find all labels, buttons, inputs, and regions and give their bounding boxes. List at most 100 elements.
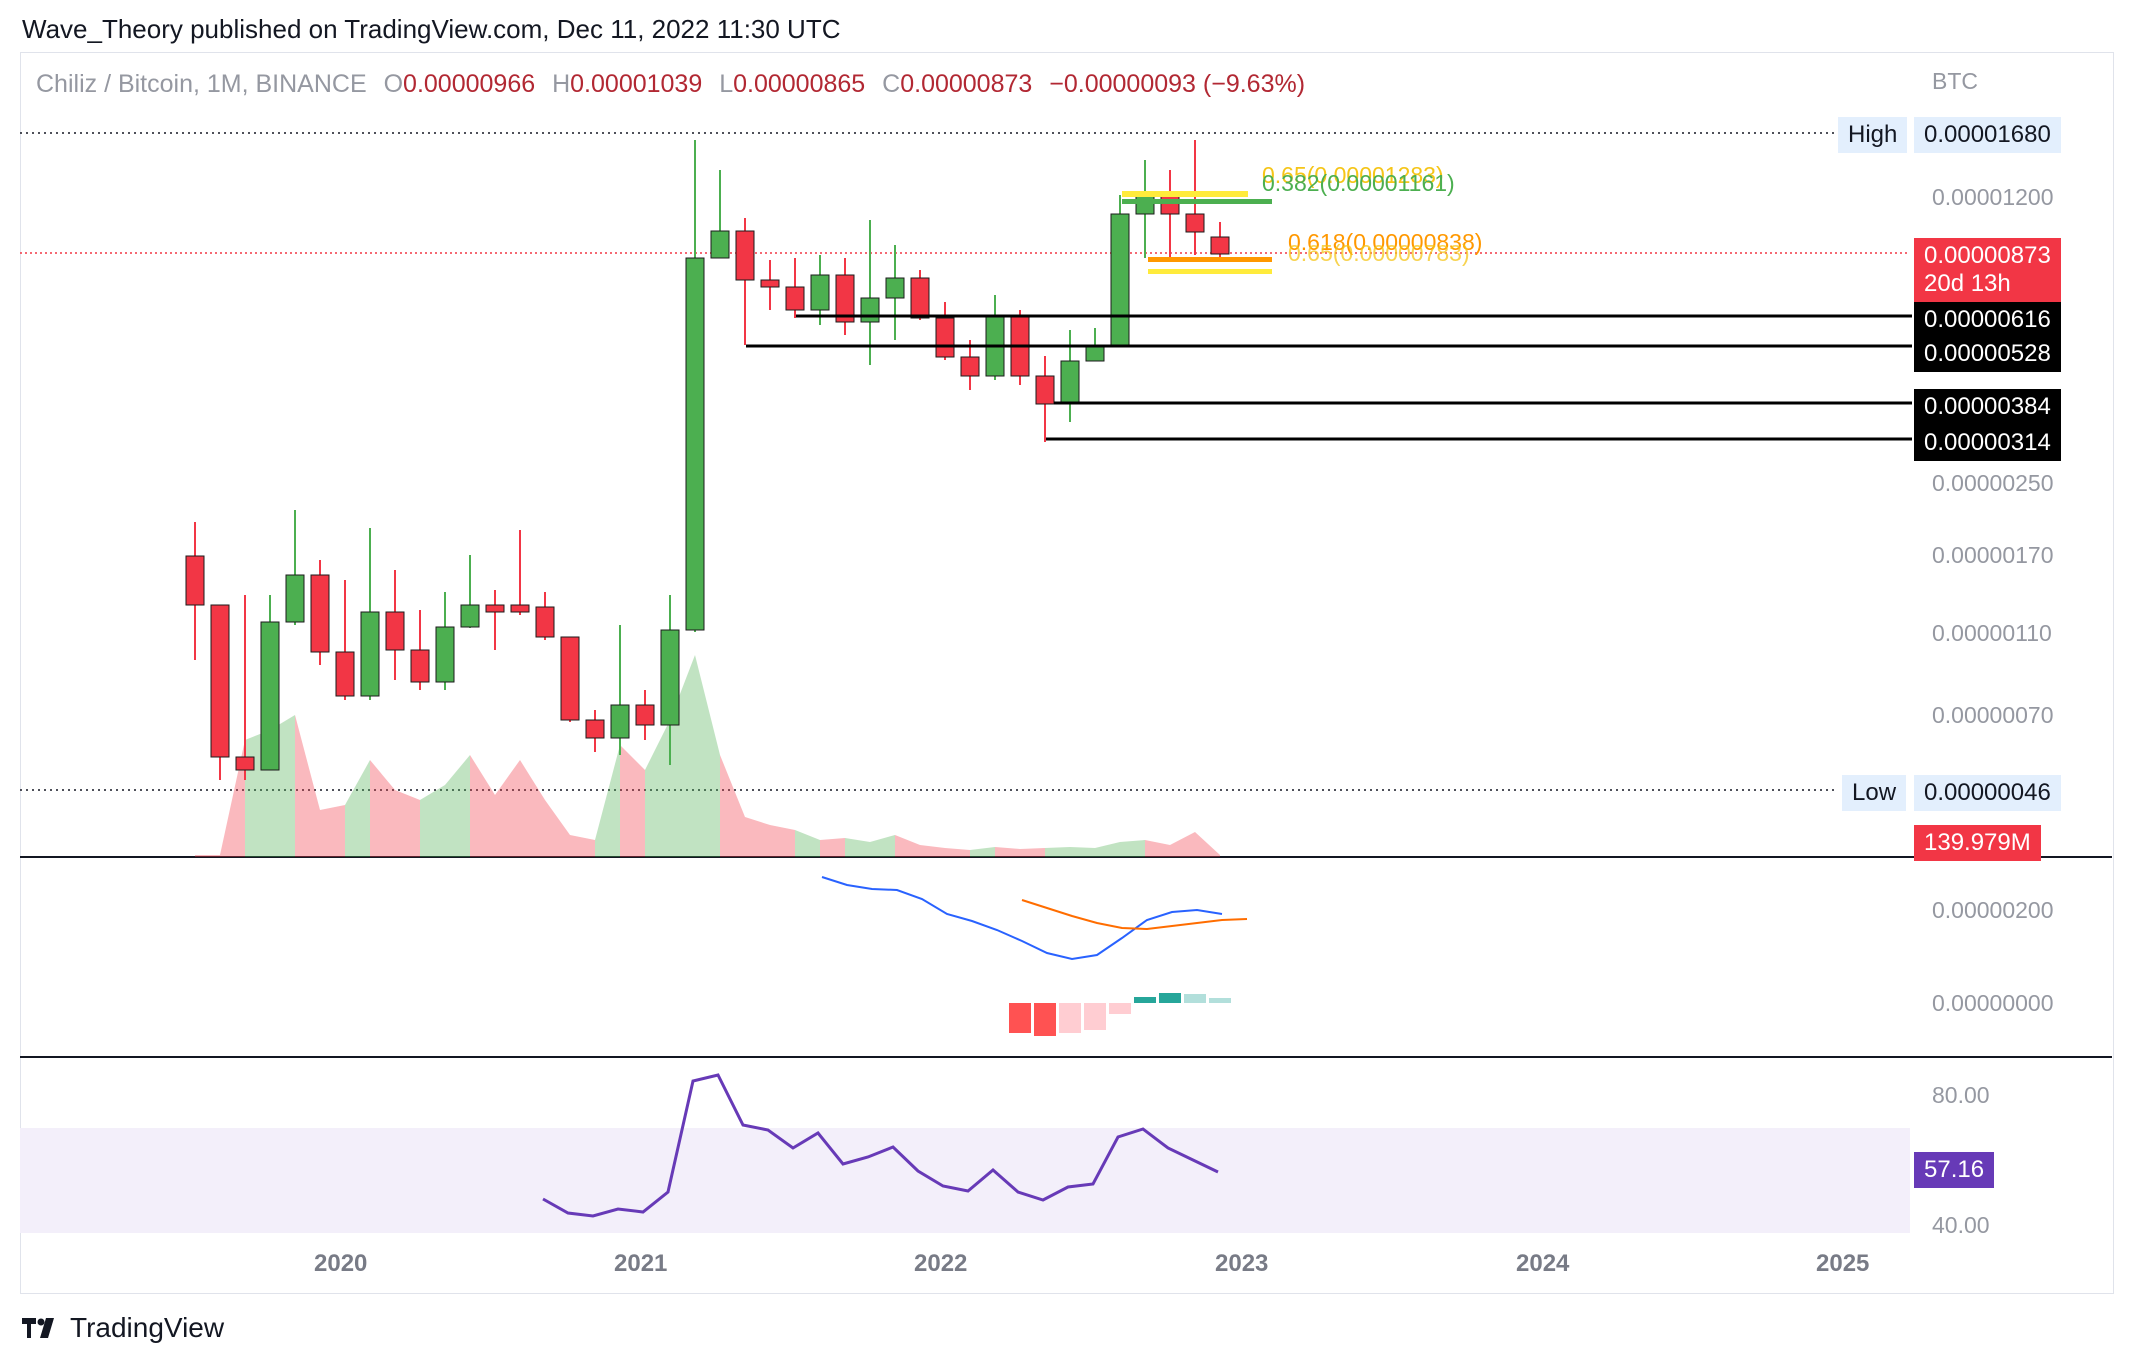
candle-body: [185, 555, 205, 606]
volume-segment: [1120, 840, 1145, 857]
macd-tick: 0.00000000: [1932, 990, 2054, 1016]
candle-body: [660, 629, 680, 726]
candle-body: [460, 604, 480, 628]
last-price-tag: 0.00000873 20d 13h: [1914, 238, 2061, 302]
volume-segment: [1195, 832, 1220, 857]
volume-segment: [945, 848, 970, 857]
volume-segment: [1070, 847, 1095, 857]
symbol-name: Chiliz / Bitcoin, 1M, BINANCE: [36, 70, 367, 98]
candle-body: [760, 279, 780, 288]
candles: [185, 140, 1230, 780]
level-tag-384: 0.00000384: [1914, 389, 2061, 425]
low-value: 0.00000865: [733, 70, 866, 98]
volume-segment: [570, 835, 595, 857]
candle-body: [1160, 195, 1180, 215]
candle-body: [335, 651, 355, 697]
footer: TradingView: [22, 1312, 224, 1344]
rsi-tag: 57.16: [1914, 1152, 1995, 1188]
fib-bottom-orange: [1148, 257, 1272, 262]
low-label: L: [719, 70, 734, 98]
macd-line: [821, 876, 1223, 961]
volume-segment: [470, 755, 495, 857]
macd-histogram-bar: [1084, 1003, 1106, 1030]
macd-histogram-bar: [1184, 994, 1206, 1003]
price-tick: 0.00000170: [1932, 542, 2054, 568]
candle-body: [810, 274, 830, 311]
candle-body: [1185, 213, 1205, 233]
footer-brand: TradingView: [70, 1312, 225, 1343]
volume-segment: [770, 825, 795, 857]
macd-histogram-bar: [1034, 1003, 1056, 1036]
year-label: 2023: [1215, 1250, 1269, 1277]
candle-body: [260, 621, 280, 771]
year-label: 2020: [314, 1250, 368, 1277]
fib-bottom-yellow: [1148, 269, 1272, 274]
volume-segment: [395, 790, 420, 857]
volume-segment: [620, 745, 645, 857]
level-tag-616: 0.00000616: [1914, 302, 2061, 338]
volume-segment: [995, 847, 1020, 857]
candle-body: [385, 611, 405, 651]
volume-segment: [895, 835, 920, 857]
candle-body: [710, 230, 730, 259]
price-tick: 0.00000250: [1932, 470, 2054, 496]
volume-segment: [345, 760, 370, 857]
publish-header: Wave_Theory published on TradingView.com…: [22, 14, 841, 44]
volume-segment: [745, 817, 770, 857]
candle-body: [685, 257, 705, 631]
fib-label-bottom-yellow: 0.65(0.00000783): [1288, 240, 1470, 266]
chart-frame[interactable]: [20, 52, 2114, 1294]
macd-histogram-bar: [1009, 1003, 1031, 1033]
macd-histogram: [1009, 993, 1231, 1036]
price-tick: 0.00000110: [1932, 620, 2052, 646]
tradingview-logo-icon: [22, 1318, 54, 1338]
rsi-tick: 40.00: [1932, 1212, 1990, 1238]
year-label: 2024: [1516, 1250, 1570, 1277]
candle-body: [410, 649, 430, 683]
year-label: 2022: [914, 1250, 968, 1277]
price-tick: 0.00000070: [1932, 702, 2054, 728]
candle-body: [485, 604, 505, 613]
candle-body: [285, 574, 305, 623]
volume-segment: [1045, 847, 1070, 857]
candle-body: [960, 356, 980, 377]
volume-tag: 139.979M: [1914, 825, 2041, 861]
volume-segment: [1020, 848, 1045, 857]
symbol-legend[interactable]: Chiliz / Bitcoin, 1M, BINANCE O0.0000096…: [36, 70, 1305, 99]
fib-label-top-yellow: 0.65(0.00001283): [1262, 162, 1444, 188]
candle-body: [1035, 375, 1055, 405]
rsi-line: [542, 1073, 1219, 1218]
candle-body: [510, 604, 530, 613]
volume-segment: [870, 835, 895, 857]
currency-label: BTC: [1932, 68, 1978, 94]
candle-body: [1110, 213, 1130, 348]
macd-histogram-bar: [1109, 1003, 1131, 1014]
fib-label-bottom-orange: 0.618(0.00000838): [1288, 229, 1483, 255]
candle-body: [235, 756, 255, 771]
open-label: O: [383, 70, 404, 98]
high-tag-value: 0.00001680: [1914, 117, 2061, 153]
candle-body: [535, 606, 555, 638]
volume-segment: [370, 760, 395, 857]
volume-segment: [645, 720, 670, 857]
candle-body: [435, 626, 455, 683]
candle-body: [360, 611, 380, 697]
candle-body: [310, 574, 330, 653]
volume-segment: [595, 745, 620, 857]
high-label: H: [552, 70, 571, 98]
volume-segment: [445, 755, 470, 857]
price-tick: 0.00001200: [1932, 184, 2054, 210]
volume-segment: [1170, 832, 1195, 857]
volume-segment: [845, 838, 870, 857]
signal-line: [1021, 899, 1248, 931]
volume-segment: [1145, 840, 1170, 857]
candle-body: [610, 704, 630, 739]
volume-segment: [545, 800, 570, 857]
high-tag-label: High: [1838, 117, 1908, 153]
candle-body: [860, 297, 880, 323]
change-value: −0.00000093 (−9.63%): [1049, 70, 1306, 98]
close-value: 0.00000873: [900, 70, 1033, 98]
fib-top-yellow: [1122, 191, 1248, 197]
high-value: 0.00001039: [570, 70, 703, 98]
